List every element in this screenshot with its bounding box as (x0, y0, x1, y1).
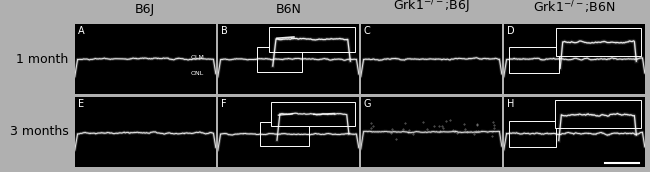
Text: B6N: B6N (276, 3, 301, 16)
Bar (260, 122, 309, 146)
Text: OLM: OLM (190, 55, 204, 60)
Text: B6J: B6J (135, 3, 155, 16)
Text: E: E (77, 99, 84, 109)
Bar (554, 100, 640, 128)
Text: Grk1$^{-/-}$;B6N: Grk1$^{-/-}$;B6N (533, 0, 616, 16)
Bar (271, 102, 354, 126)
Bar (257, 46, 302, 72)
Text: D: D (506, 26, 514, 36)
Bar (510, 46, 559, 73)
Text: A: A (77, 26, 84, 36)
Text: H: H (506, 99, 514, 109)
Text: F: F (220, 99, 226, 109)
Text: ONL: ONL (190, 71, 203, 76)
Text: 1 month: 1 month (16, 53, 68, 66)
Bar (268, 27, 354, 52)
Text: 3 months: 3 months (10, 125, 68, 138)
Text: B: B (220, 26, 228, 36)
Text: G: G (363, 99, 371, 109)
Text: C: C (363, 26, 370, 36)
Text: Grk1$^{-/-}$;B6J: Grk1$^{-/-}$;B6J (393, 0, 469, 16)
Bar (510, 121, 556, 147)
Bar (556, 28, 640, 56)
